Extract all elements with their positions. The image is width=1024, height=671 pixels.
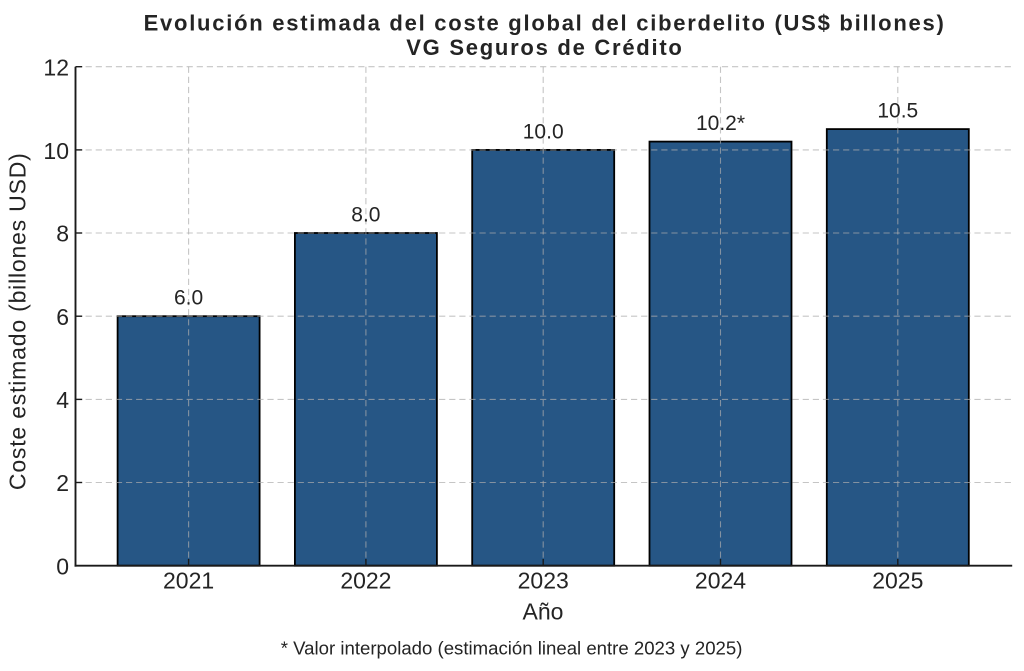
svg-text:8: 8 bbox=[56, 221, 69, 247]
svg-text:2025: 2025 bbox=[872, 568, 923, 594]
svg-text:2021: 2021 bbox=[163, 568, 214, 594]
svg-text:12: 12 bbox=[43, 54, 69, 80]
svg-text:10.2*: 10.2* bbox=[696, 112, 745, 135]
svg-text:10.0: 10.0 bbox=[523, 121, 564, 144]
svg-text:Año: Año bbox=[523, 598, 564, 624]
svg-text:Coste estimado (billones USD): Coste estimado (billones USD) bbox=[4, 152, 30, 490]
svg-text:Evolución estimada del coste g: Evolución estimada del coste global del … bbox=[144, 11, 946, 36]
svg-text:0: 0 bbox=[56, 553, 69, 579]
svg-text:2024: 2024 bbox=[695, 568, 746, 594]
svg-text:2022: 2022 bbox=[340, 568, 391, 594]
svg-text:* Valor interpolado (estimació: * Valor interpolado (estimación lineal e… bbox=[281, 638, 743, 659]
svg-text:10.5: 10.5 bbox=[877, 100, 918, 123]
svg-text:2023: 2023 bbox=[518, 568, 569, 594]
svg-text:4: 4 bbox=[56, 387, 69, 413]
svg-text:8.0: 8.0 bbox=[351, 204, 380, 227]
svg-text:6.0: 6.0 bbox=[174, 287, 203, 310]
svg-text:10: 10 bbox=[43, 138, 69, 164]
svg-text:2: 2 bbox=[56, 470, 69, 496]
svg-text:6: 6 bbox=[56, 304, 69, 330]
svg-text:VG Seguros de Crédito: VG Seguros de Crédito bbox=[406, 35, 683, 60]
